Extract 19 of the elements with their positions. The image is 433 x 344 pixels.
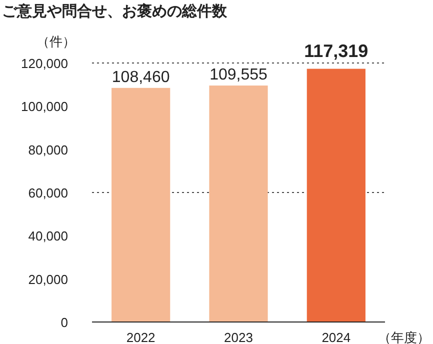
- y-tick-label: 40,000: [28, 228, 68, 244]
- x-tick-label: 2022: [126, 330, 156, 344]
- data-label: 109,555: [210, 66, 268, 84]
- bar: [112, 88, 170, 322]
- chart-title: ご意見や問合せ、お褒めの総件数: [2, 2, 228, 20]
- x-axis-title: （年度）: [378, 330, 430, 344]
- y-tick-label: 20,000: [28, 272, 68, 287]
- x-tick-label: 2024: [322, 330, 351, 344]
- bar: [209, 86, 268, 322]
- y-tick-label: 120,000: [21, 56, 68, 71]
- y-tick-label: 60,000: [28, 186, 68, 200]
- data-label: 108,460: [112, 68, 170, 86]
- data-label: 117,319: [304, 40, 368, 61]
- bar: [306, 68, 366, 322]
- y-tick-label: 100,000: [21, 99, 68, 114]
- y-tick-label: 80,000: [28, 142, 68, 158]
- x-tick-label: 2023: [224, 330, 253, 344]
- y-axis-title: （件）: [36, 34, 76, 49]
- y-tick-label: 0: [60, 315, 68, 330]
